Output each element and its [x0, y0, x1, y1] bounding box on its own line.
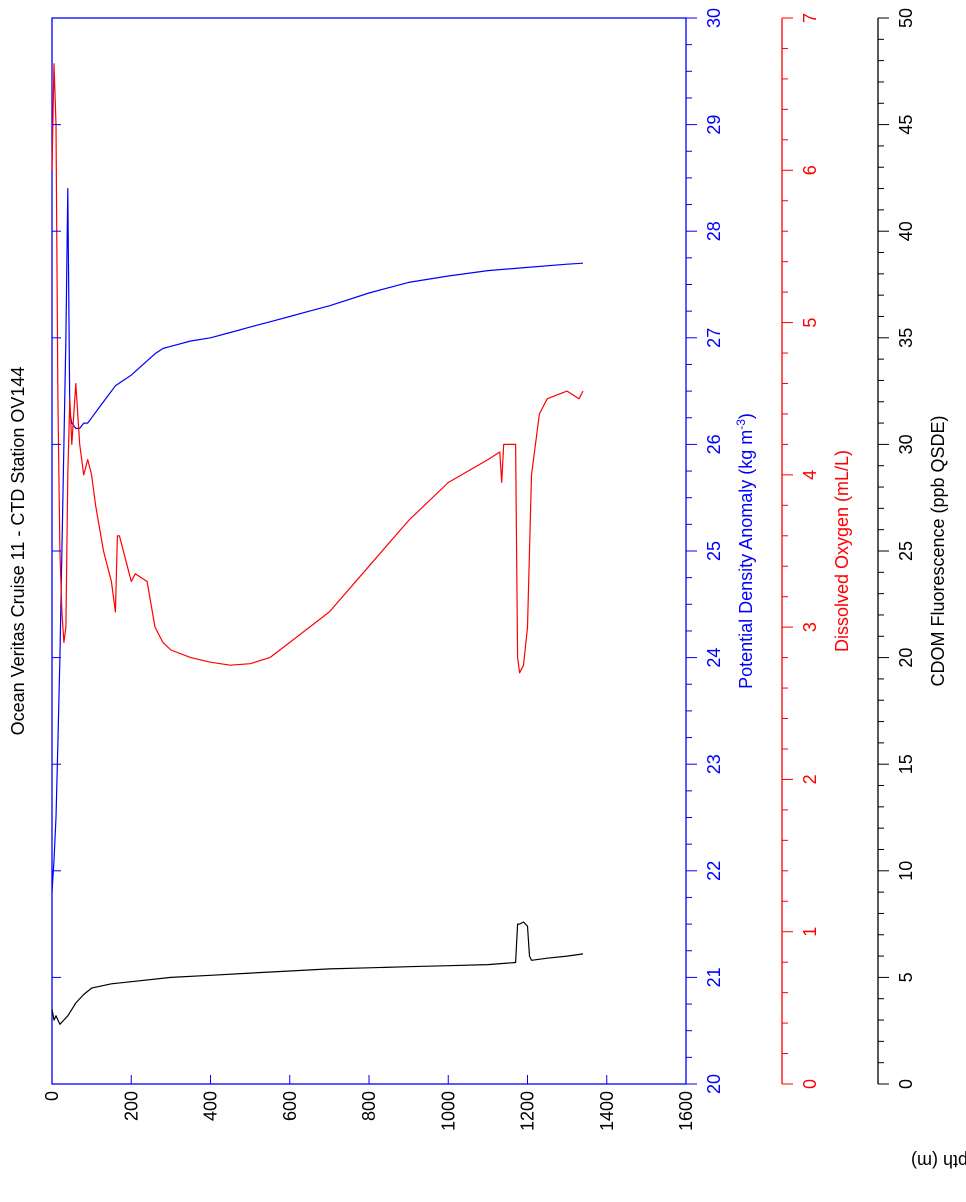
depth-tick-label: 1600 [676, 1091, 696, 1131]
depth-tick-label: 800 [359, 1091, 379, 1121]
density-tick-label: 26 [704, 434, 724, 454]
oxygen-tick-label: 4 [800, 470, 820, 480]
cdom-tick-label: 0 [896, 1079, 916, 1089]
oxygen-tick-label: 2 [800, 774, 820, 784]
cdom-tick-label: 10 [896, 861, 916, 881]
oxygen-tick-label: 7 [800, 13, 820, 23]
density-profile-line [51, 188, 584, 893]
density-tick-label: 25 [704, 541, 724, 561]
cdom-tick-label: 50 [896, 8, 916, 28]
depth-tick-label: 1200 [518, 1091, 538, 1131]
density-axis-label-end: ) [736, 413, 756, 419]
plot-frame [51, 17, 687, 1085]
density-axis-label-main: Potential Density Anomaly (kg m [736, 430, 756, 689]
oxygen-tick-label: 3 [800, 622, 820, 632]
cdom-tick-label: 20 [896, 648, 916, 668]
cdom-axis: 0 5 10 15 20 25 30 35 40 45 50 [877, 8, 916, 1089]
density-tick-label: 23 [704, 754, 724, 774]
depth-tick-label: 1000 [438, 1091, 458, 1131]
cdom-tick-label: 30 [896, 434, 916, 454]
plot-area [51, 17, 687, 1085]
density-axis-label-sup: -3 [734, 419, 748, 430]
depth-tick-label: 400 [201, 1091, 221, 1121]
cdom-profile-line [51, 921, 584, 1025]
depth-tick-label: 1400 [597, 1091, 617, 1131]
depth-axis-label: Depth (m) [911, 1151, 966, 1171]
density-tick-label: 29 [704, 115, 724, 135]
oxygen-tick-label: 5 [800, 318, 820, 328]
density-tick-label: 21 [704, 967, 724, 987]
density-tick-label: 30 [704, 8, 724, 28]
cdom-tick-label: 15 [896, 754, 916, 774]
cdom-tick-label: 35 [896, 328, 916, 348]
depth-tick-label: 600 [280, 1091, 300, 1121]
density-tick-label: 22 [704, 861, 724, 881]
chart-title: Ocean Veritas Cruise 11 - CTD Station OV… [8, 367, 28, 736]
oxygen-axis-label: Dissolved Oxygen (mL/L) [832, 450, 852, 652]
density-tick-label: 20 [704, 1074, 724, 1094]
density-axis: 20 21 22 23 24 25 26 27 28 29 30 [52, 8, 724, 1094]
cdom-tick-label: 25 [896, 541, 916, 561]
density-tick-label: 28 [704, 221, 724, 241]
oxygen-axis: 0 1 2 3 4 5 6 7 [781, 13, 820, 1089]
oxygen-tick-label: 6 [800, 165, 820, 175]
cdom-tick-label: 45 [896, 115, 916, 135]
density-tick-label: 24 [704, 648, 724, 668]
density-axis-label: Potential Density Anomaly (kg m-3) [734, 413, 756, 689]
oxygen-tick-label: 0 [800, 1079, 820, 1089]
depth-tick-label: 0 [42, 1091, 62, 1101]
cdom-axis-label: CDOM Fluorescence (ppb QSDE) [928, 415, 948, 686]
cdom-tick-label: 5 [896, 972, 916, 982]
oxygen-tick-label: 1 [800, 927, 820, 937]
oxygen-profile-line [51, 63, 584, 674]
depth-tick-label: 200 [121, 1091, 141, 1121]
density-tick-label: 27 [704, 328, 724, 348]
series-layer [51, 63, 584, 1025]
cdom-tick-label: 40 [896, 221, 916, 241]
depth-axis: 0 200 400 600 800 1000 1200 1400 1600 [42, 1075, 696, 1131]
